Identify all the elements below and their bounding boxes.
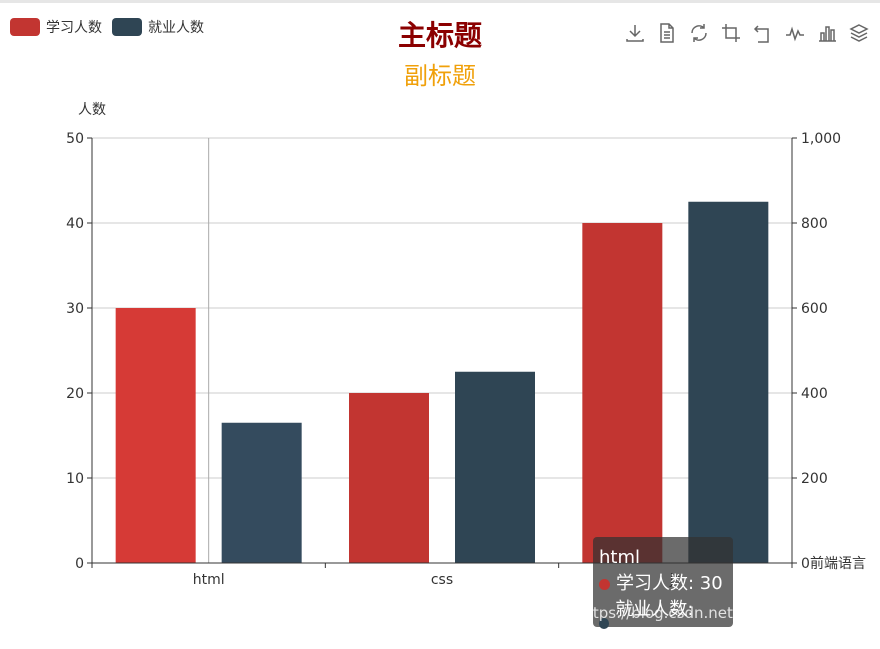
data-view-icon[interactable] <box>654 20 680 46</box>
y2-tick-label: 0 <box>801 556 810 572</box>
chart-subtitle: 副标题 <box>404 62 476 90</box>
y2-tick-label: 600 <box>801 301 828 317</box>
tooltip: html 学习人数: 30 就业人数: 330 <box>593 537 733 646</box>
tooltip-dot-employment <box>599 617 610 629</box>
legend-swatch-employment <box>112 18 142 36</box>
legend-item-employment[interactable]: 就业人数 <box>112 17 204 37</box>
bar-learning-html <box>115 308 196 563</box>
tooltip-title: html <box>599 547 641 568</box>
bar-learning-js <box>582 223 663 563</box>
bar-employment-css <box>455 371 535 563</box>
y-tick-label: 10 <box>66 471 84 487</box>
restore-icon[interactable] <box>686 20 712 46</box>
tooltip-label-learning: 学习人数: 30 <box>616 573 723 594</box>
watermark: https://blog.csdn.net/weixin_44178305 <box>577 604 870 622</box>
y-axis-name: 人数 <box>78 102 106 118</box>
bar-chart-icon[interactable] <box>814 20 840 46</box>
y-tick-label: 0 <box>75 556 84 572</box>
tooltip-row-learning: 学习人数: 30 <box>599 571 727 597</box>
legend-swatch-learning <box>10 18 40 36</box>
x-tick-label: html <box>193 572 225 588</box>
y2-tick-label: 1,000 <box>801 131 841 147</box>
y-tick-label: 30 <box>66 301 84 317</box>
line-chart-icon[interactable] <box>782 20 808 46</box>
y-tick-label: 50 <box>66 131 84 147</box>
legend-label-employment: 就业人数 <box>148 20 204 36</box>
toolbox <box>622 20 872 46</box>
x-axis-name: 前端语言 <box>810 555 866 572</box>
save-as-image-icon[interactable] <box>622 20 648 46</box>
bar-employment-js <box>688 201 769 563</box>
y-tick-label: 40 <box>66 216 84 232</box>
tooltip-dot-learning <box>599 578 610 590</box>
legend: 学习人数 就业人数 <box>10 17 204 37</box>
y2-tick-label: 800 <box>801 216 828 232</box>
data-zoom-icon[interactable] <box>718 20 744 46</box>
stack-icon[interactable] <box>846 20 872 46</box>
chart-title: 主标题 <box>397 19 482 52</box>
y-tick-label: 20 <box>66 386 84 402</box>
bar-learning-css <box>349 393 429 563</box>
bar-chart: 0102030405002004006008001,000htmlcssjs人数… <box>66 102 866 588</box>
bar-employment-html <box>221 422 302 563</box>
x-tick-label: css <box>431 572 453 588</box>
zoom-back-icon[interactable] <box>750 20 776 46</box>
top-border <box>0 0 880 3</box>
y2-tick-label: 200 <box>801 471 828 487</box>
legend-item-learning[interactable]: 学习人数 <box>10 17 102 37</box>
legend-label-learning: 学习人数 <box>46 20 102 36</box>
y2-tick-label: 400 <box>801 386 828 402</box>
